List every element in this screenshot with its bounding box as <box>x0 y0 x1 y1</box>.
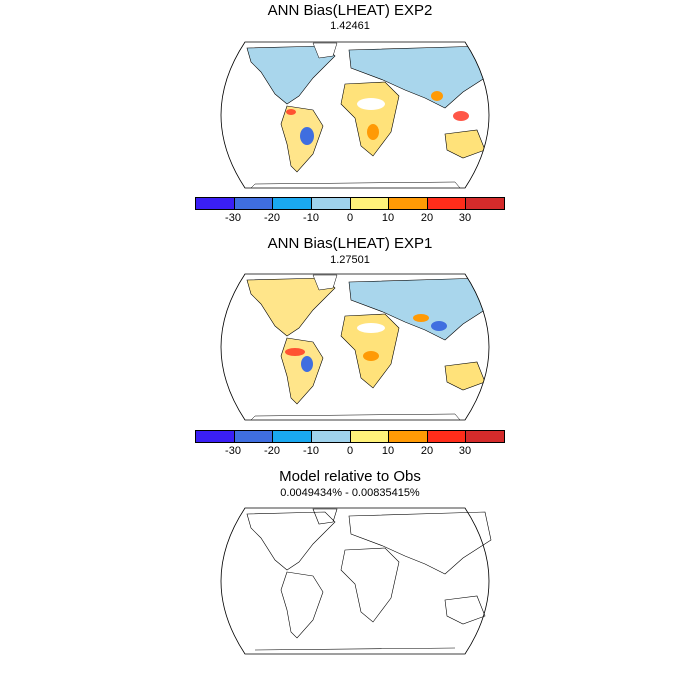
colorbar-swatch <box>311 198 351 209</box>
colorbar-swatch <box>427 198 467 209</box>
colorbar-swatch <box>273 198 312 209</box>
colorbar-swatch <box>196 198 235 209</box>
panel2-colorbar <box>195 430 505 443</box>
panel3-continents <box>246 508 492 651</box>
panel2-subtitle: 1.27501 <box>330 254 370 266</box>
colorbar-swatch <box>350 198 390 209</box>
greenland <box>312 508 338 525</box>
panel3-subtitle: 0.0049434% - 0.00835415% <box>280 487 420 499</box>
colorbar-swatch <box>196 431 235 442</box>
panel3-map <box>220 507 492 655</box>
colorbar-swatch <box>427 431 467 442</box>
colorbar-swatch <box>389 198 428 209</box>
colorbar-tick: 20 <box>420 445 434 457</box>
antarctica <box>244 181 466 188</box>
colorbar-tick: 0 <box>346 445 354 457</box>
antarctica <box>254 647 456 651</box>
eurasia <box>348 511 492 575</box>
greenland <box>312 42 338 59</box>
greenland <box>312 274 338 291</box>
africa <box>340 313 400 389</box>
australia <box>444 361 486 391</box>
colorbar-swatch <box>234 431 274 442</box>
colorbar-tick: 20 <box>420 212 434 224</box>
panel2-title: ANN Bias(LHEAT) EXP1 <box>267 235 433 252</box>
colorbar-tick: -10 <box>303 212 319 224</box>
colorbar-swatch <box>273 431 312 442</box>
australia <box>444 129 486 159</box>
panel1-map <box>220 41 490 189</box>
colorbar-tick: -30 <box>225 212 241 224</box>
south-america <box>280 337 324 405</box>
panel1-title: ANN Bias(LHEAT) EXP2 <box>267 2 433 19</box>
colorbar-tick: -30 <box>225 445 241 457</box>
colorbar-swatch <box>466 431 504 442</box>
colorbar-tick: 0 <box>346 212 354 224</box>
colorbar-swatch <box>466 198 504 209</box>
south-america <box>280 571 324 639</box>
panel2-map <box>220 273 490 421</box>
panel3-title: Model relative to Obs <box>279 468 421 485</box>
panel1-colorbar <box>195 197 505 210</box>
colorbar-tick: -10 <box>303 445 319 457</box>
panel2-continents <box>244 274 489 420</box>
colorbar-tick: 30 <box>458 212 472 224</box>
colorbar-tick: 10 <box>381 445 395 457</box>
colorbar-swatch <box>311 431 351 442</box>
panel1-subtitle: 1.42461 <box>330 20 370 32</box>
north-america <box>246 511 336 571</box>
africa <box>340 547 400 623</box>
colorbar-tick: -20 <box>264 212 280 224</box>
colorbar-tick: 10 <box>381 212 395 224</box>
africa <box>340 81 400 157</box>
colorbar-tick: 30 <box>458 445 472 457</box>
panel1-continents <box>244 42 489 188</box>
antarctica <box>244 413 466 420</box>
australia <box>444 595 486 625</box>
colorbar-tick: -20 <box>264 445 280 457</box>
colorbar-swatch <box>350 431 390 442</box>
colorbar-swatch <box>389 431 428 442</box>
colorbar-swatch <box>234 198 274 209</box>
